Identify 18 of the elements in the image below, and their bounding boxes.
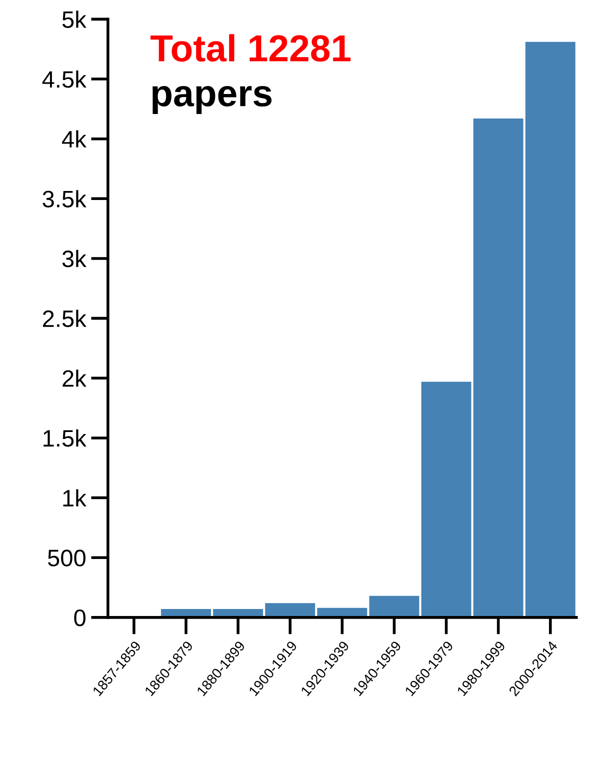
annotation: papers <box>152 86 272 114</box>
bar <box>369 596 420 618</box>
y-tick-label: 4.5k <box>42 70 86 88</box>
y-tick-label: 1k <box>63 489 86 506</box>
y-tick-label: 0 <box>74 610 86 626</box>
y-tick-label: 2.5k <box>42 310 86 328</box>
y-tick-label: 3k <box>62 250 86 268</box>
bar <box>525 42 576 618</box>
bar <box>265 603 316 618</box>
y-tick-label: 5k <box>62 10 86 28</box>
y-tick-label: 3.5k <box>42 190 86 208</box>
bar <box>421 382 472 618</box>
y-tick-label: 1.5k <box>44 429 86 447</box>
y-tick-label: 2k <box>62 370 86 387</box>
y-tick-label: 4k <box>62 130 86 148</box>
y-tick-label: 500 <box>48 550 86 566</box>
annotation: Total 12281 <box>150 34 351 62</box>
bar <box>473 118 524 618</box>
